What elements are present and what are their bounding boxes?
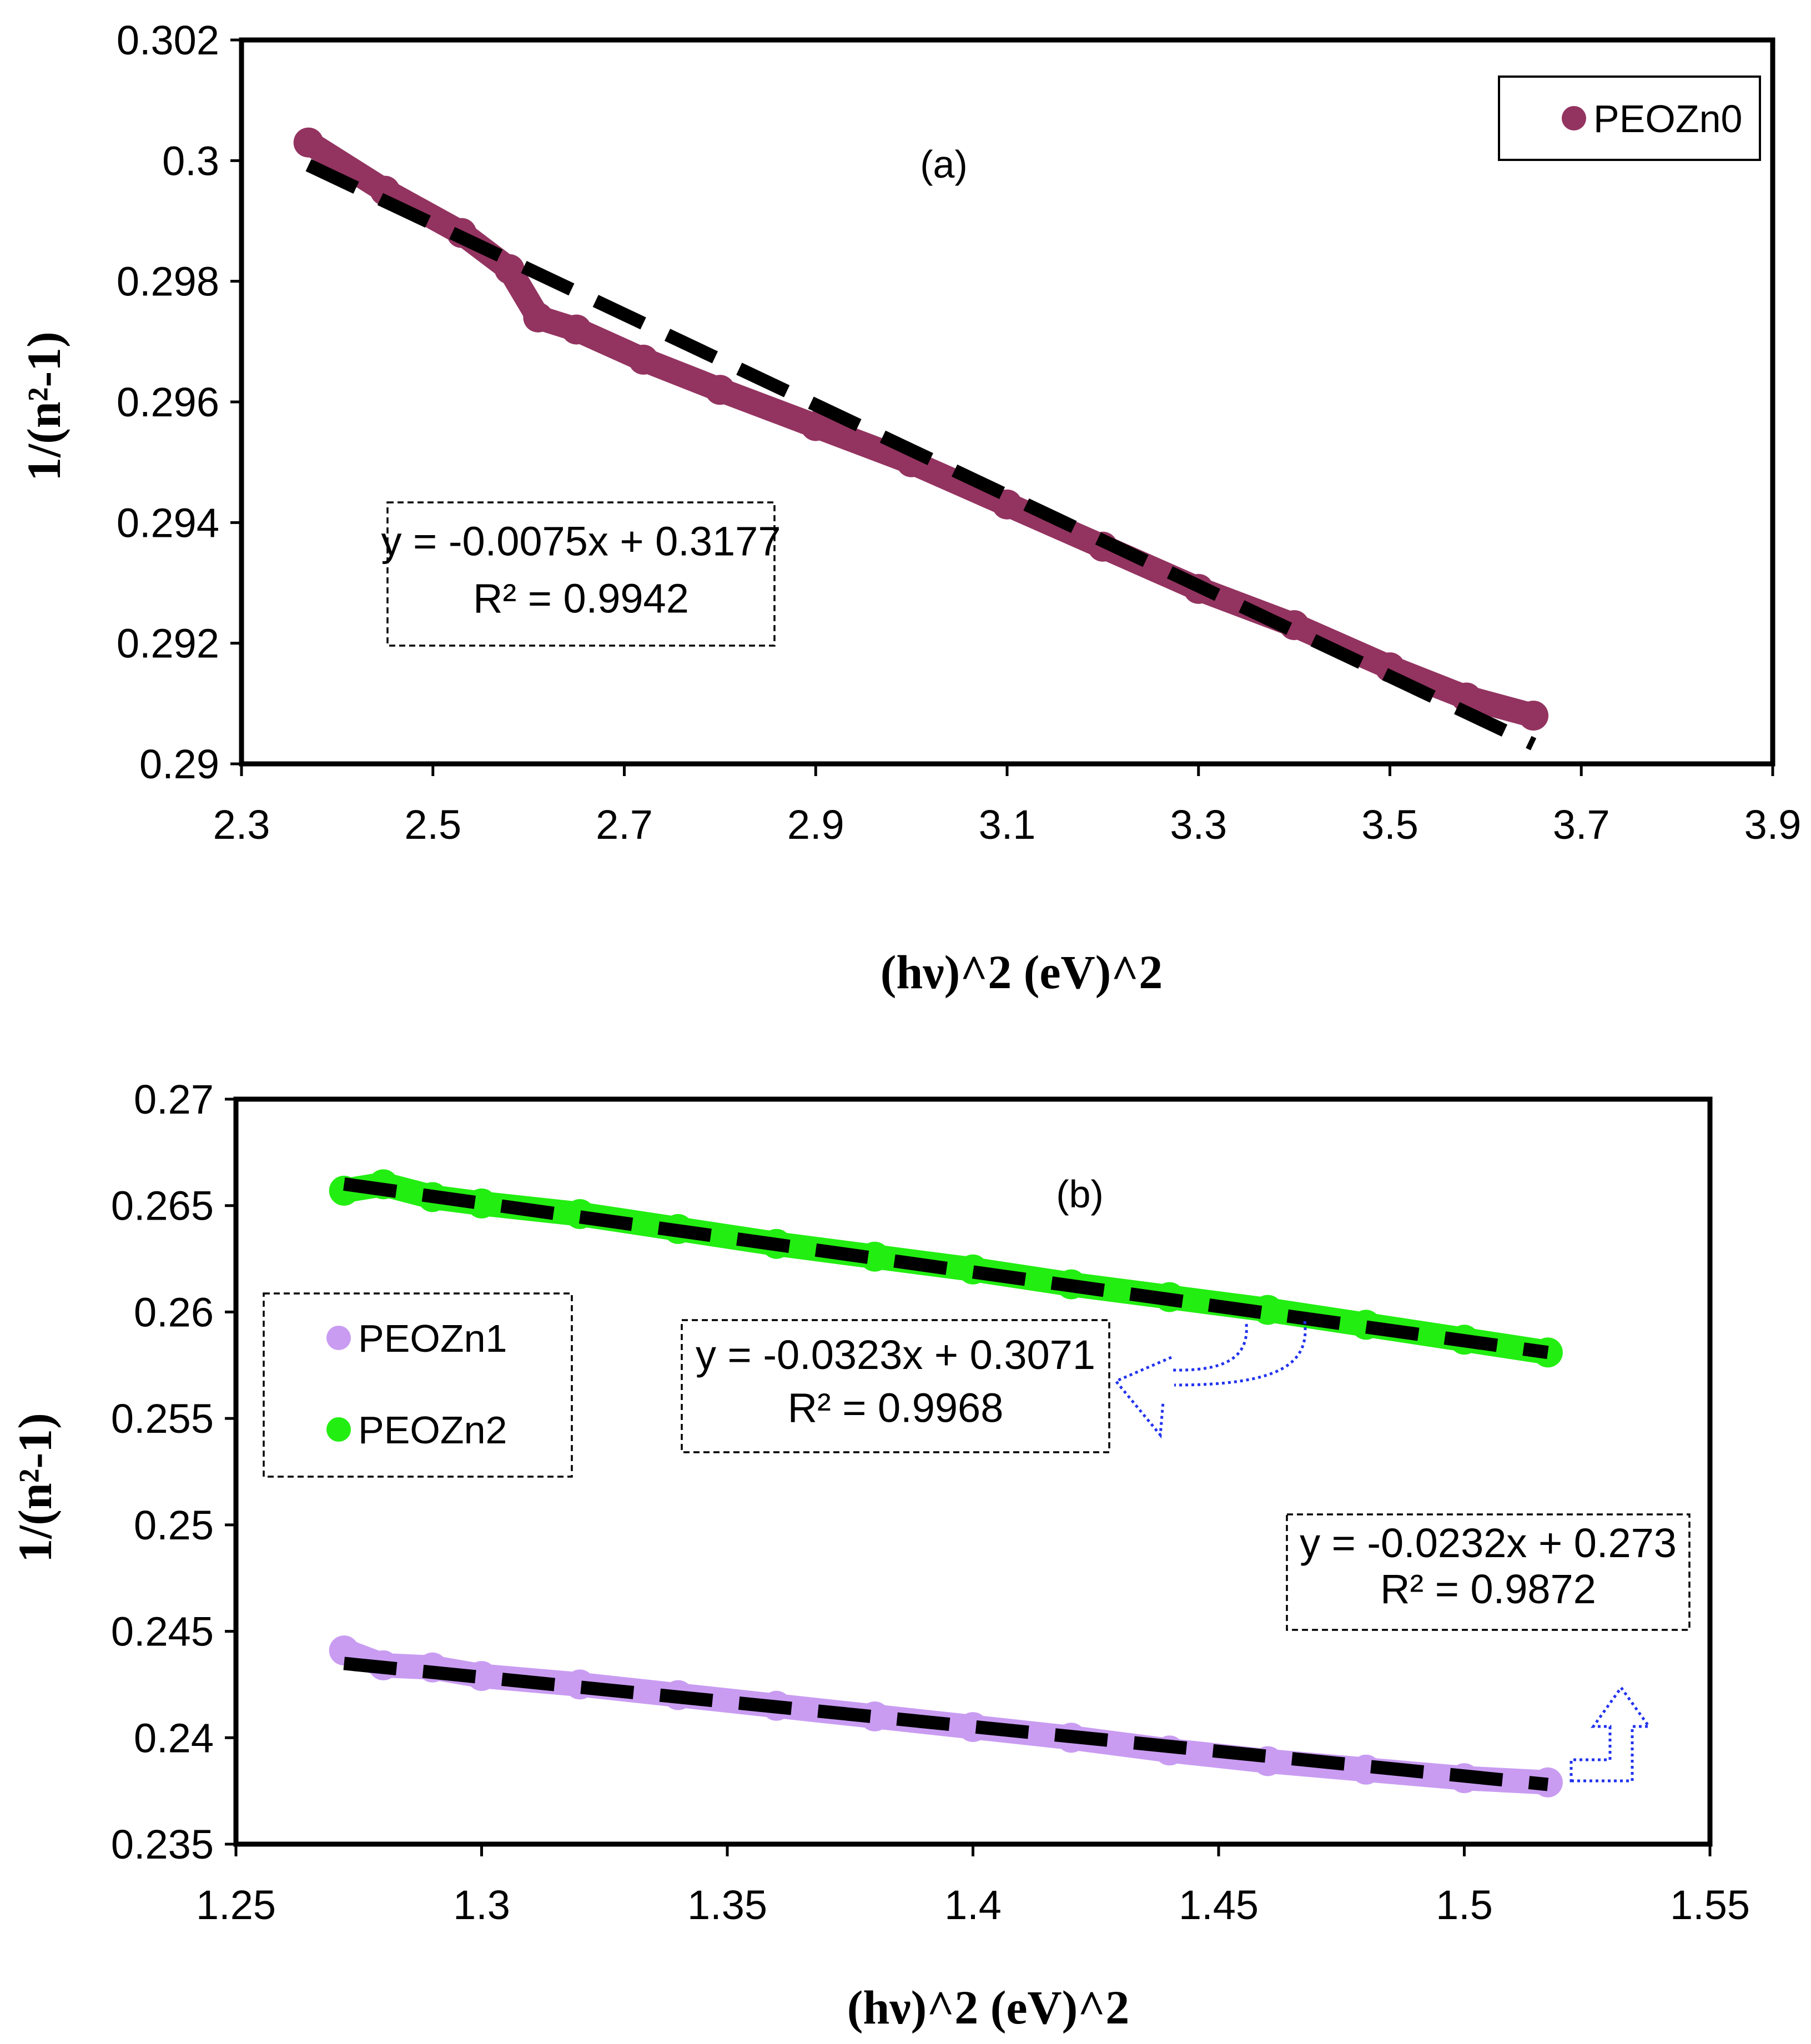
data-point — [801, 411, 831, 441]
up-arrow-icon — [1569, 1685, 1652, 1783]
panel-label: (a) — [920, 143, 968, 186]
data-point — [958, 1712, 988, 1743]
y-tick-label: 0.296 — [117, 379, 219, 425]
series-PEOZn1 — [329, 1635, 1563, 1798]
x-tick-label: 3.9 — [1744, 802, 1802, 848]
trendline — [343, 1657, 1549, 1791]
legend-label: PEOZn0 — [1593, 97, 1742, 140]
y-tick-label: 0.294 — [117, 500, 219, 546]
x-tick-label: 1.3 — [453, 1882, 510, 1928]
legend-marker — [326, 1417, 351, 1442]
panel-b: 0.235 0.24 0.245 0.25 0.255 0.26 0.265 0.27 1.25… — [8, 1076, 1750, 2034]
fit-r2: R² = 0.9872 — [1380, 1566, 1596, 1612]
x-tick-label: 1.5 — [1436, 1882, 1493, 1928]
y-tick-label: 0.29 — [139, 741, 219, 787]
y-tick-label: 0.255 — [111, 1396, 214, 1442]
x-tick-label: 3.3 — [1170, 802, 1227, 848]
fit-r2: R² = 0.9942 — [473, 576, 689, 622]
x-axis-title: (hν)^2 (eV)^2 — [881, 945, 1163, 999]
y-tick-label: 0.265 — [111, 1183, 214, 1229]
x-tick-label: 1.4 — [944, 1882, 1002, 1928]
x-tick-label: 1.25 — [196, 1882, 276, 1928]
data-point — [859, 1701, 890, 1731]
fit-equation: y = -0.0232x + 0.273 — [1300, 1520, 1677, 1566]
y-axis-title: 1/(n²-1) — [17, 331, 71, 481]
pointer-arrow — [1171, 1323, 1248, 1372]
y-tick-label: 0.298 — [117, 259, 219, 305]
legend-box — [263, 1292, 573, 1478]
fit-label-box — [1286, 1513, 1691, 1631]
series-PEOZn0 — [293, 127, 1549, 751]
legend-marker — [1562, 106, 1586, 130]
fit-equation: y = -0.0075x + 0.3177 — [381, 518, 781, 564]
y-tick-label: 0.25 — [134, 1502, 214, 1548]
x-tick-label: 1.55 — [1670, 1882, 1750, 1928]
data-point — [859, 1241, 890, 1272]
legend-label: PEOZn1 — [358, 1317, 507, 1360]
legend-box — [1498, 75, 1761, 161]
x-tick-label: 2.5 — [404, 802, 461, 848]
x-tick-label: 2.3 — [213, 802, 270, 848]
y-tick-label: 0.26 — [134, 1289, 214, 1335]
x-tick-label: 1.45 — [1179, 1882, 1259, 1928]
y-tick-label: 0.27 — [134, 1076, 214, 1122]
y-tick-label: 0.235 — [111, 1821, 214, 1867]
data-point — [705, 375, 735, 405]
x-tick-label: 2.9 — [787, 802, 844, 848]
legend-label: PEOZn2 — [358, 1408, 507, 1452]
pointer-arrow — [1174, 1321, 1307, 1387]
x-tick-label: 3.5 — [1361, 802, 1418, 848]
fit-r2: R² = 0.9968 — [788, 1385, 1004, 1431]
data-point — [466, 1661, 497, 1691]
x-tick-label: 3.1 — [979, 802, 1036, 848]
pointer-arrowhead-icon — [1113, 1356, 1172, 1439]
series-PEOZn2 — [329, 1169, 1563, 1368]
fit-label-box — [681, 1319, 1110, 1453]
y-tick-label: 0.292 — [117, 621, 219, 667]
data-point — [628, 344, 658, 375]
fit-label-box — [386, 501, 776, 647]
y-tick-label: 0.3 — [162, 138, 219, 184]
fit-equation: y = -0.0323x + 0.3071 — [696, 1332, 1095, 1378]
x-tick-label: 1.35 — [687, 1882, 767, 1928]
data-point — [523, 302, 554, 333]
legend-marker — [326, 1326, 351, 1350]
data-point — [561, 314, 592, 345]
x-tick-label: 3.7 — [1553, 802, 1610, 848]
data-point — [1518, 701, 1549, 731]
trendline — [305, 159, 1537, 751]
panel-label: (b) — [1056, 1172, 1104, 1216]
panel-a: 0.29 0.292 0.294 0.296 0.298 0.3 0.302 2.3 2.5 2.… — [17, 17, 1801, 999]
trendline — [343, 1177, 1549, 1360]
y-tick-label: 0.24 — [134, 1715, 214, 1761]
x-axis-title: (hν)^2 (eV)^2 — [847, 1981, 1130, 2034]
data-point — [293, 127, 324, 158]
y-tick-label: 0.302 — [117, 17, 219, 63]
x-tick-label: 2.7 — [596, 802, 653, 848]
y-axis-title: 1/(n²-1) — [8, 1413, 62, 1562]
data-point — [494, 254, 525, 284]
y-tick-label: 0.245 — [111, 1609, 214, 1655]
